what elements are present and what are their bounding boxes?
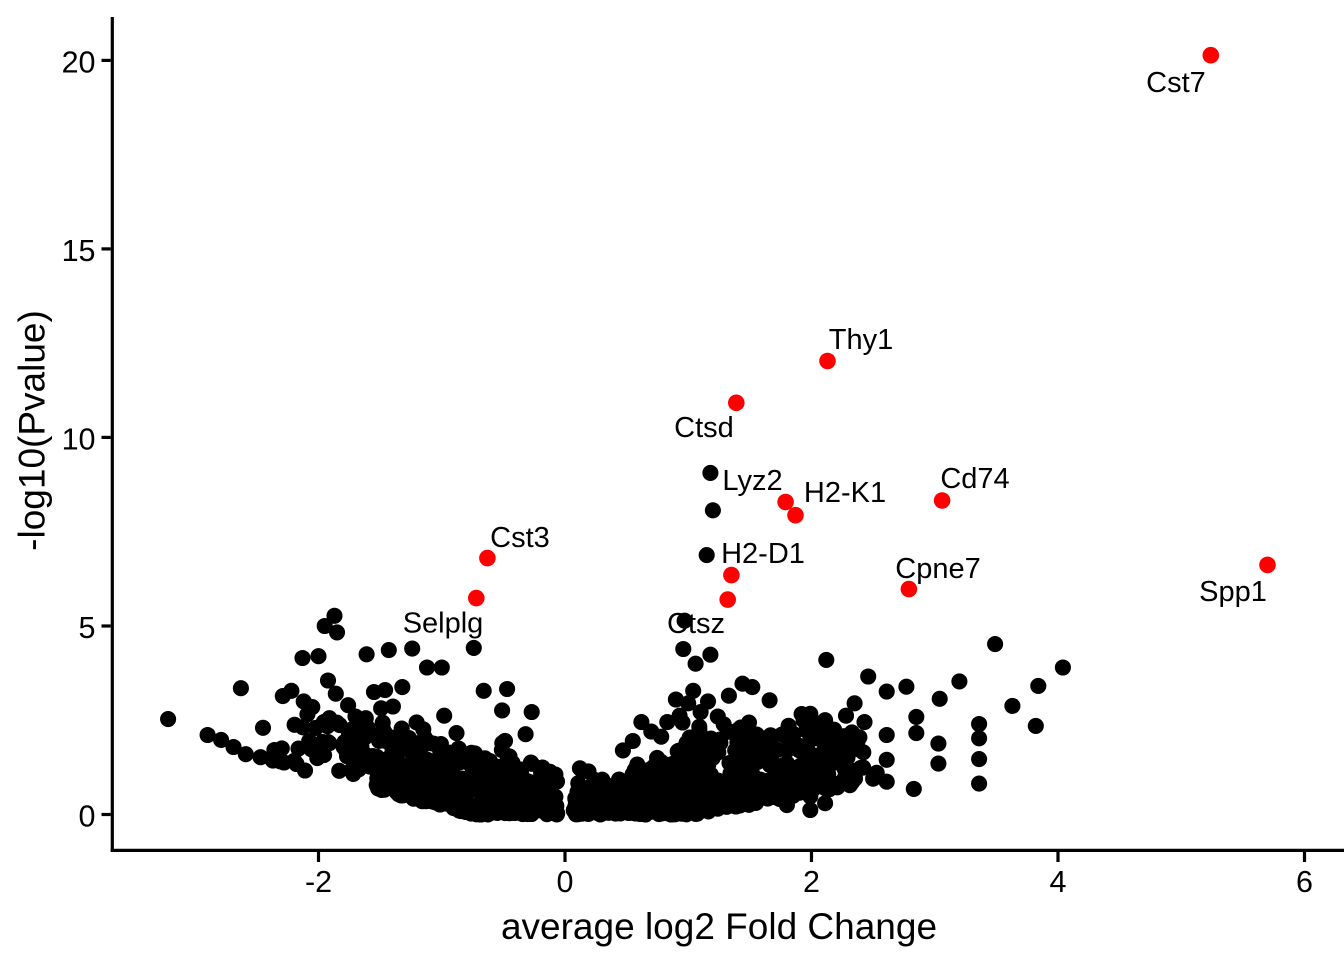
svg-text:average log2 Fold Change: average log2 Fold Change bbox=[501, 906, 937, 947]
svg-text:Cd74: Cd74 bbox=[940, 463, 1009, 495]
svg-text:Ctsd: Ctsd bbox=[674, 412, 734, 444]
svg-text:Spp1: Spp1 bbox=[1199, 576, 1267, 608]
svg-text:0: 0 bbox=[79, 800, 96, 834]
svg-text:10: 10 bbox=[62, 422, 96, 456]
svg-text:Selplg: Selplg bbox=[403, 608, 484, 640]
svg-text:2: 2 bbox=[803, 865, 820, 899]
svg-text:Lyz2: Lyz2 bbox=[722, 465, 782, 497]
svg-text:-log10(Pvalue): -log10(Pvalue) bbox=[12, 310, 53, 551]
svg-text:H2-D1: H2-D1 bbox=[721, 538, 805, 570]
svg-text:0: 0 bbox=[557, 865, 574, 899]
svg-text:6: 6 bbox=[1296, 865, 1313, 899]
svg-text:Cpne7: Cpne7 bbox=[895, 553, 980, 585]
svg-text:20: 20 bbox=[62, 45, 96, 79]
svg-text:Cst7: Cst7 bbox=[1146, 67, 1206, 99]
svg-text:Cst3: Cst3 bbox=[490, 522, 550, 554]
svg-text:4: 4 bbox=[1050, 865, 1067, 899]
svg-text:H2-K1: H2-K1 bbox=[804, 477, 886, 509]
svg-text:5: 5 bbox=[79, 611, 96, 645]
svg-text:Ctsz: Ctsz bbox=[667, 608, 725, 640]
svg-text:15: 15 bbox=[62, 234, 96, 268]
svg-text:-2: -2 bbox=[305, 865, 332, 899]
svg-text:Thy1: Thy1 bbox=[829, 324, 893, 356]
